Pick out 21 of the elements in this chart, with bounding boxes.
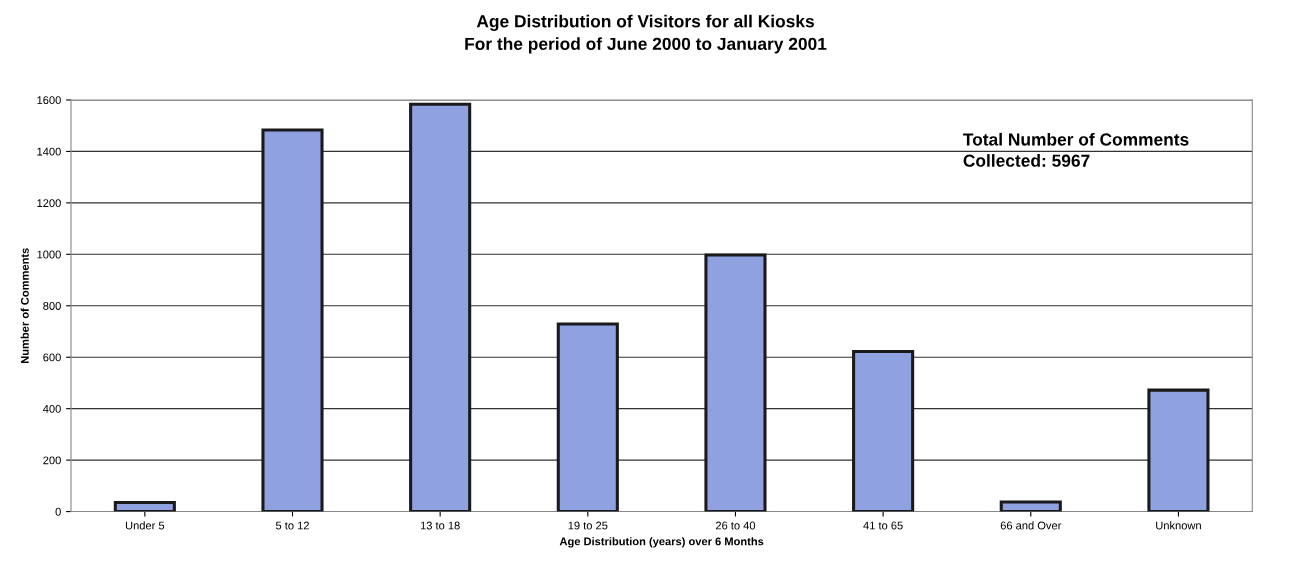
x-tick-label: 13 to 18 — [420, 521, 460, 530]
x-tick-label: 19 to 25 — [568, 521, 608, 530]
chart-title: Age Distribution of Visitors for all Kiosks For the period of June 2000 to January 2001 — [465, 14, 827, 54]
x-tick-label: Unknown — [1156, 521, 1201, 530]
y-tick-label: 0 — [55, 507, 61, 516]
x-tick-label: 41 to 65 — [863, 521, 903, 530]
x-tick-label: 5 to 12 — [275, 521, 309, 530]
y-tick-label: 800 — [43, 302, 61, 310]
y-tick-label: 600 — [43, 353, 61, 362]
x-tick-label: Under 5 — [125, 521, 165, 530]
y-tick-label: 200 — [43, 456, 61, 465]
x-axis-title: Age Distribution (years) over 6 Months — [559, 537, 764, 548]
x-tick-label: 66 and Over — [1000, 521, 1062, 530]
annotation: Total Number of Comments Collected: 5967 — [963, 132, 1189, 167]
y-tick-label: 1200 — [37, 199, 61, 207]
y-tick-label: 400 — [43, 404, 61, 413]
y-tick-label: 1000 — [37, 250, 61, 259]
y-axis-title: Number of Comments — [20, 248, 29, 364]
y-tick-label: 1400 — [37, 147, 61, 156]
y-tick-label: 1600 — [37, 96, 61, 105]
x-tick-label: 26 to 40 — [715, 521, 756, 530]
